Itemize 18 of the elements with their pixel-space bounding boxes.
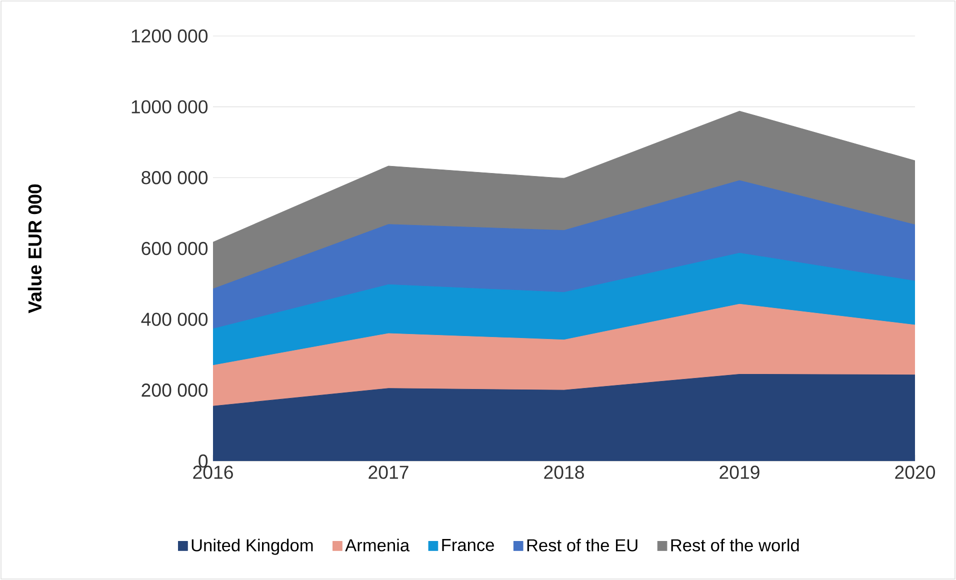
y-tick-label: 0 [198,454,208,468]
y-tick-label: 600 000 [142,242,208,256]
legend-label: United Kingdom [192,538,313,555]
x-tick-label: 2016 [193,466,233,479]
y-tick-label: 200 000 [142,384,208,397]
y-tick-label: 800 000 [142,171,208,184]
x-tick-label: 2020 [895,466,936,479]
legend-label: France [442,539,494,552]
x-tick-label: 2018 [544,466,584,479]
y-tick-label: 400 000 [141,312,208,326]
y-axis-title: Value EUR 000 [28,184,42,314]
y-tick-label: 1000 000 [132,100,208,114]
x-tick-label: 2019 [720,466,760,479]
legend-label: Rest of the EU [527,538,638,552]
x-tick-label: 2017 [368,466,408,479]
legend-label: Rest of the world [671,538,799,552]
legend-label: Armenia [345,538,410,552]
y-tick-label: 1200 000 [132,29,208,43]
